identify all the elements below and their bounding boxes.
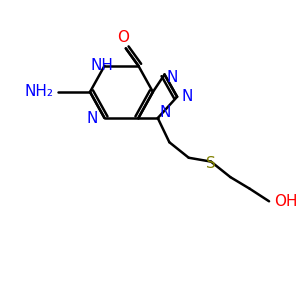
Text: S: S [206, 156, 216, 171]
Text: N: N [167, 70, 178, 85]
Text: N: N [86, 111, 98, 126]
Text: N: N [160, 105, 171, 120]
Text: N: N [182, 89, 193, 104]
Text: O: O [117, 29, 129, 44]
Text: OH: OH [274, 194, 297, 209]
Text: NH: NH [90, 58, 113, 73]
Text: NH₂: NH₂ [24, 84, 53, 99]
